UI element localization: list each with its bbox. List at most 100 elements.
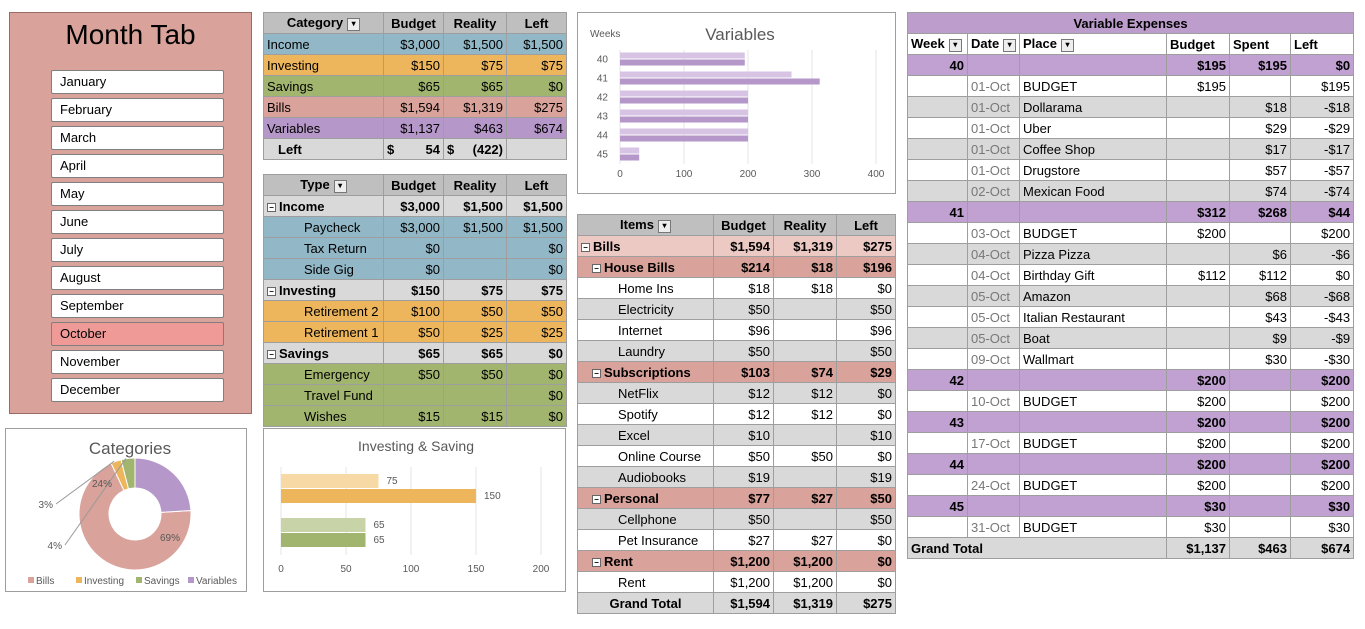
spent-cell-text: $195 bbox=[1258, 57, 1287, 73]
bar bbox=[281, 489, 476, 503]
spent-cell bbox=[1229, 495, 1291, 517]
budget-cell-text: $200 bbox=[1197, 372, 1226, 388]
reality-cell: $75 bbox=[443, 54, 507, 76]
x-tick-label: 0 bbox=[617, 169, 623, 180]
date-cell-text: 01-Oct bbox=[971, 141, 1011, 157]
collapse-toggle-icon[interactable]: − bbox=[592, 494, 601, 504]
left-cell: $0 bbox=[836, 529, 896, 551]
reality-cell: $1,319 bbox=[773, 592, 837, 614]
budget-cell: $65 bbox=[383, 75, 444, 97]
month-button-may[interactable]: May bbox=[51, 182, 224, 206]
collapse-toggle-icon[interactable]: − bbox=[592, 263, 601, 273]
collapse-toggle-icon[interactable]: − bbox=[581, 242, 590, 252]
type-cell-text: Side Gig bbox=[304, 261, 354, 277]
y-axis-label: Weeks bbox=[590, 29, 620, 40]
reality-cell: $1,500 bbox=[443, 216, 507, 238]
left-cell-text: $196 bbox=[863, 259, 892, 275]
table-row: Internet $96 $96 bbox=[577, 319, 896, 341]
month-button-september[interactable]: September bbox=[51, 294, 224, 318]
budget-cell: $50 bbox=[383, 321, 444, 343]
budget-cell-text: $214 bbox=[741, 259, 770, 275]
month-button-april[interactable]: April bbox=[51, 154, 224, 178]
item-cell: Electricity bbox=[577, 298, 714, 320]
spent-cell: $195 bbox=[1229, 54, 1291, 76]
filter-dropdown-icon[interactable]: ▾ bbox=[333, 179, 347, 193]
grand-total-label: Grand Total bbox=[577, 592, 714, 614]
bar bbox=[620, 52, 745, 59]
currency-symbol: $ bbox=[447, 141, 455, 157]
reality-cell: $27 bbox=[773, 487, 837, 509]
date-cell bbox=[967, 453, 1020, 475]
spent-cell: $43 bbox=[1229, 306, 1291, 328]
collapse-toggle-icon[interactable]: − bbox=[267, 286, 276, 296]
x-tick-label: 0 bbox=[278, 564, 284, 575]
left-cell-text: $1,500 bbox=[523, 198, 563, 214]
header-budget: Budget bbox=[1166, 33, 1230, 55]
left-cell-text: $195 bbox=[1321, 78, 1351, 94]
collapse-toggle-icon[interactable]: − bbox=[267, 202, 276, 212]
header-budget: Budget bbox=[383, 174, 444, 196]
place-cell: BUDGET bbox=[1019, 75, 1167, 97]
budget-cell: $195 bbox=[1166, 75, 1230, 97]
month-button-march[interactable]: March bbox=[51, 126, 224, 150]
week-cell bbox=[907, 432, 968, 454]
week-cell bbox=[907, 222, 968, 244]
item-cell-text: Personal bbox=[604, 490, 659, 506]
left-cell: $1,500 bbox=[506, 216, 567, 238]
budget-cell: $30 bbox=[1166, 516, 1230, 538]
bar bbox=[620, 109, 748, 116]
filter-dropdown-icon[interactable]: ▾ bbox=[1060, 38, 1074, 52]
place-cell-text: Coffee Shop bbox=[1023, 141, 1096, 157]
grand-total-label-text: Grand Total bbox=[609, 595, 682, 611]
collapse-toggle-icon[interactable]: − bbox=[592, 368, 601, 378]
reality-cell-text: $65 bbox=[481, 345, 503, 361]
budget-cell: $77 bbox=[713, 487, 774, 509]
left-cell-text: $0 bbox=[548, 366, 563, 382]
y-tick-label: 42 bbox=[597, 93, 609, 104]
table-row: 05-Oct Amazon $68 -$68 bbox=[907, 285, 1355, 307]
month-button-october[interactable]: October bbox=[51, 322, 224, 346]
filter-dropdown-icon[interactable]: ▾ bbox=[657, 219, 671, 233]
month-button-july[interactable]: July bbox=[51, 238, 224, 262]
week-cell-text: 42 bbox=[949, 372, 964, 388]
place-cell-text: BUDGET bbox=[1023, 225, 1078, 241]
collapse-toggle-icon[interactable]: − bbox=[267, 349, 276, 359]
spent-cell bbox=[1229, 390, 1291, 412]
reality-cell-text: $1,500 bbox=[463, 198, 503, 214]
left-cell-text: $0 bbox=[548, 387, 563, 403]
budget-cell: $27 bbox=[713, 529, 774, 551]
x-tick-label: 100 bbox=[403, 564, 420, 575]
table-row: Cellphone $50 $50 bbox=[577, 508, 896, 530]
month-button-february[interactable]: February bbox=[51, 98, 224, 122]
left-cell-text: $0 bbox=[877, 280, 892, 296]
category-cell: Income bbox=[263, 33, 384, 55]
date-cell: 17-Oct bbox=[967, 432, 1020, 454]
date-cell: 02-Oct bbox=[967, 180, 1020, 202]
month-button-november[interactable]: November bbox=[51, 350, 224, 374]
table-row: 01-Oct Dollarama $18 -$18 bbox=[907, 96, 1355, 118]
budget-cell: $112 bbox=[1166, 264, 1230, 286]
left-cell: $96 bbox=[836, 319, 896, 341]
left-cell-text: $674 bbox=[534, 120, 563, 136]
filter-dropdown-icon[interactable]: ▾ bbox=[347, 17, 361, 31]
left-cell-text: $1,500 bbox=[523, 219, 563, 235]
month-button-august[interactable]: August bbox=[51, 266, 224, 290]
collapse-toggle-icon[interactable]: − bbox=[592, 557, 601, 567]
header-reality-text: Reality bbox=[783, 217, 827, 233]
budget-cell-text: $1,137 bbox=[400, 120, 440, 136]
category-cell-text: Income bbox=[267, 36, 310, 52]
filter-dropdown-icon[interactable]: ▾ bbox=[1003, 38, 1017, 52]
month-button-december[interactable]: December bbox=[51, 378, 224, 402]
month-button-june[interactable]: June bbox=[51, 210, 224, 234]
budget-cell-text: $1,594 bbox=[730, 238, 770, 254]
filter-dropdown-icon[interactable]: ▾ bbox=[948, 38, 962, 52]
week-group-row: 41 $312 $268 $44 bbox=[907, 201, 1355, 223]
left-cell: $50 bbox=[836, 487, 896, 509]
legend-label: Investing bbox=[84, 576, 124, 587]
left-cell: -$74 bbox=[1289, 180, 1355, 202]
left-cell-text: -$9 bbox=[1331, 330, 1351, 346]
bar bbox=[281, 518, 366, 532]
week-cell bbox=[907, 327, 968, 349]
month-button-january[interactable]: January bbox=[51, 70, 224, 94]
budget-cell-text: $18 bbox=[748, 280, 770, 296]
